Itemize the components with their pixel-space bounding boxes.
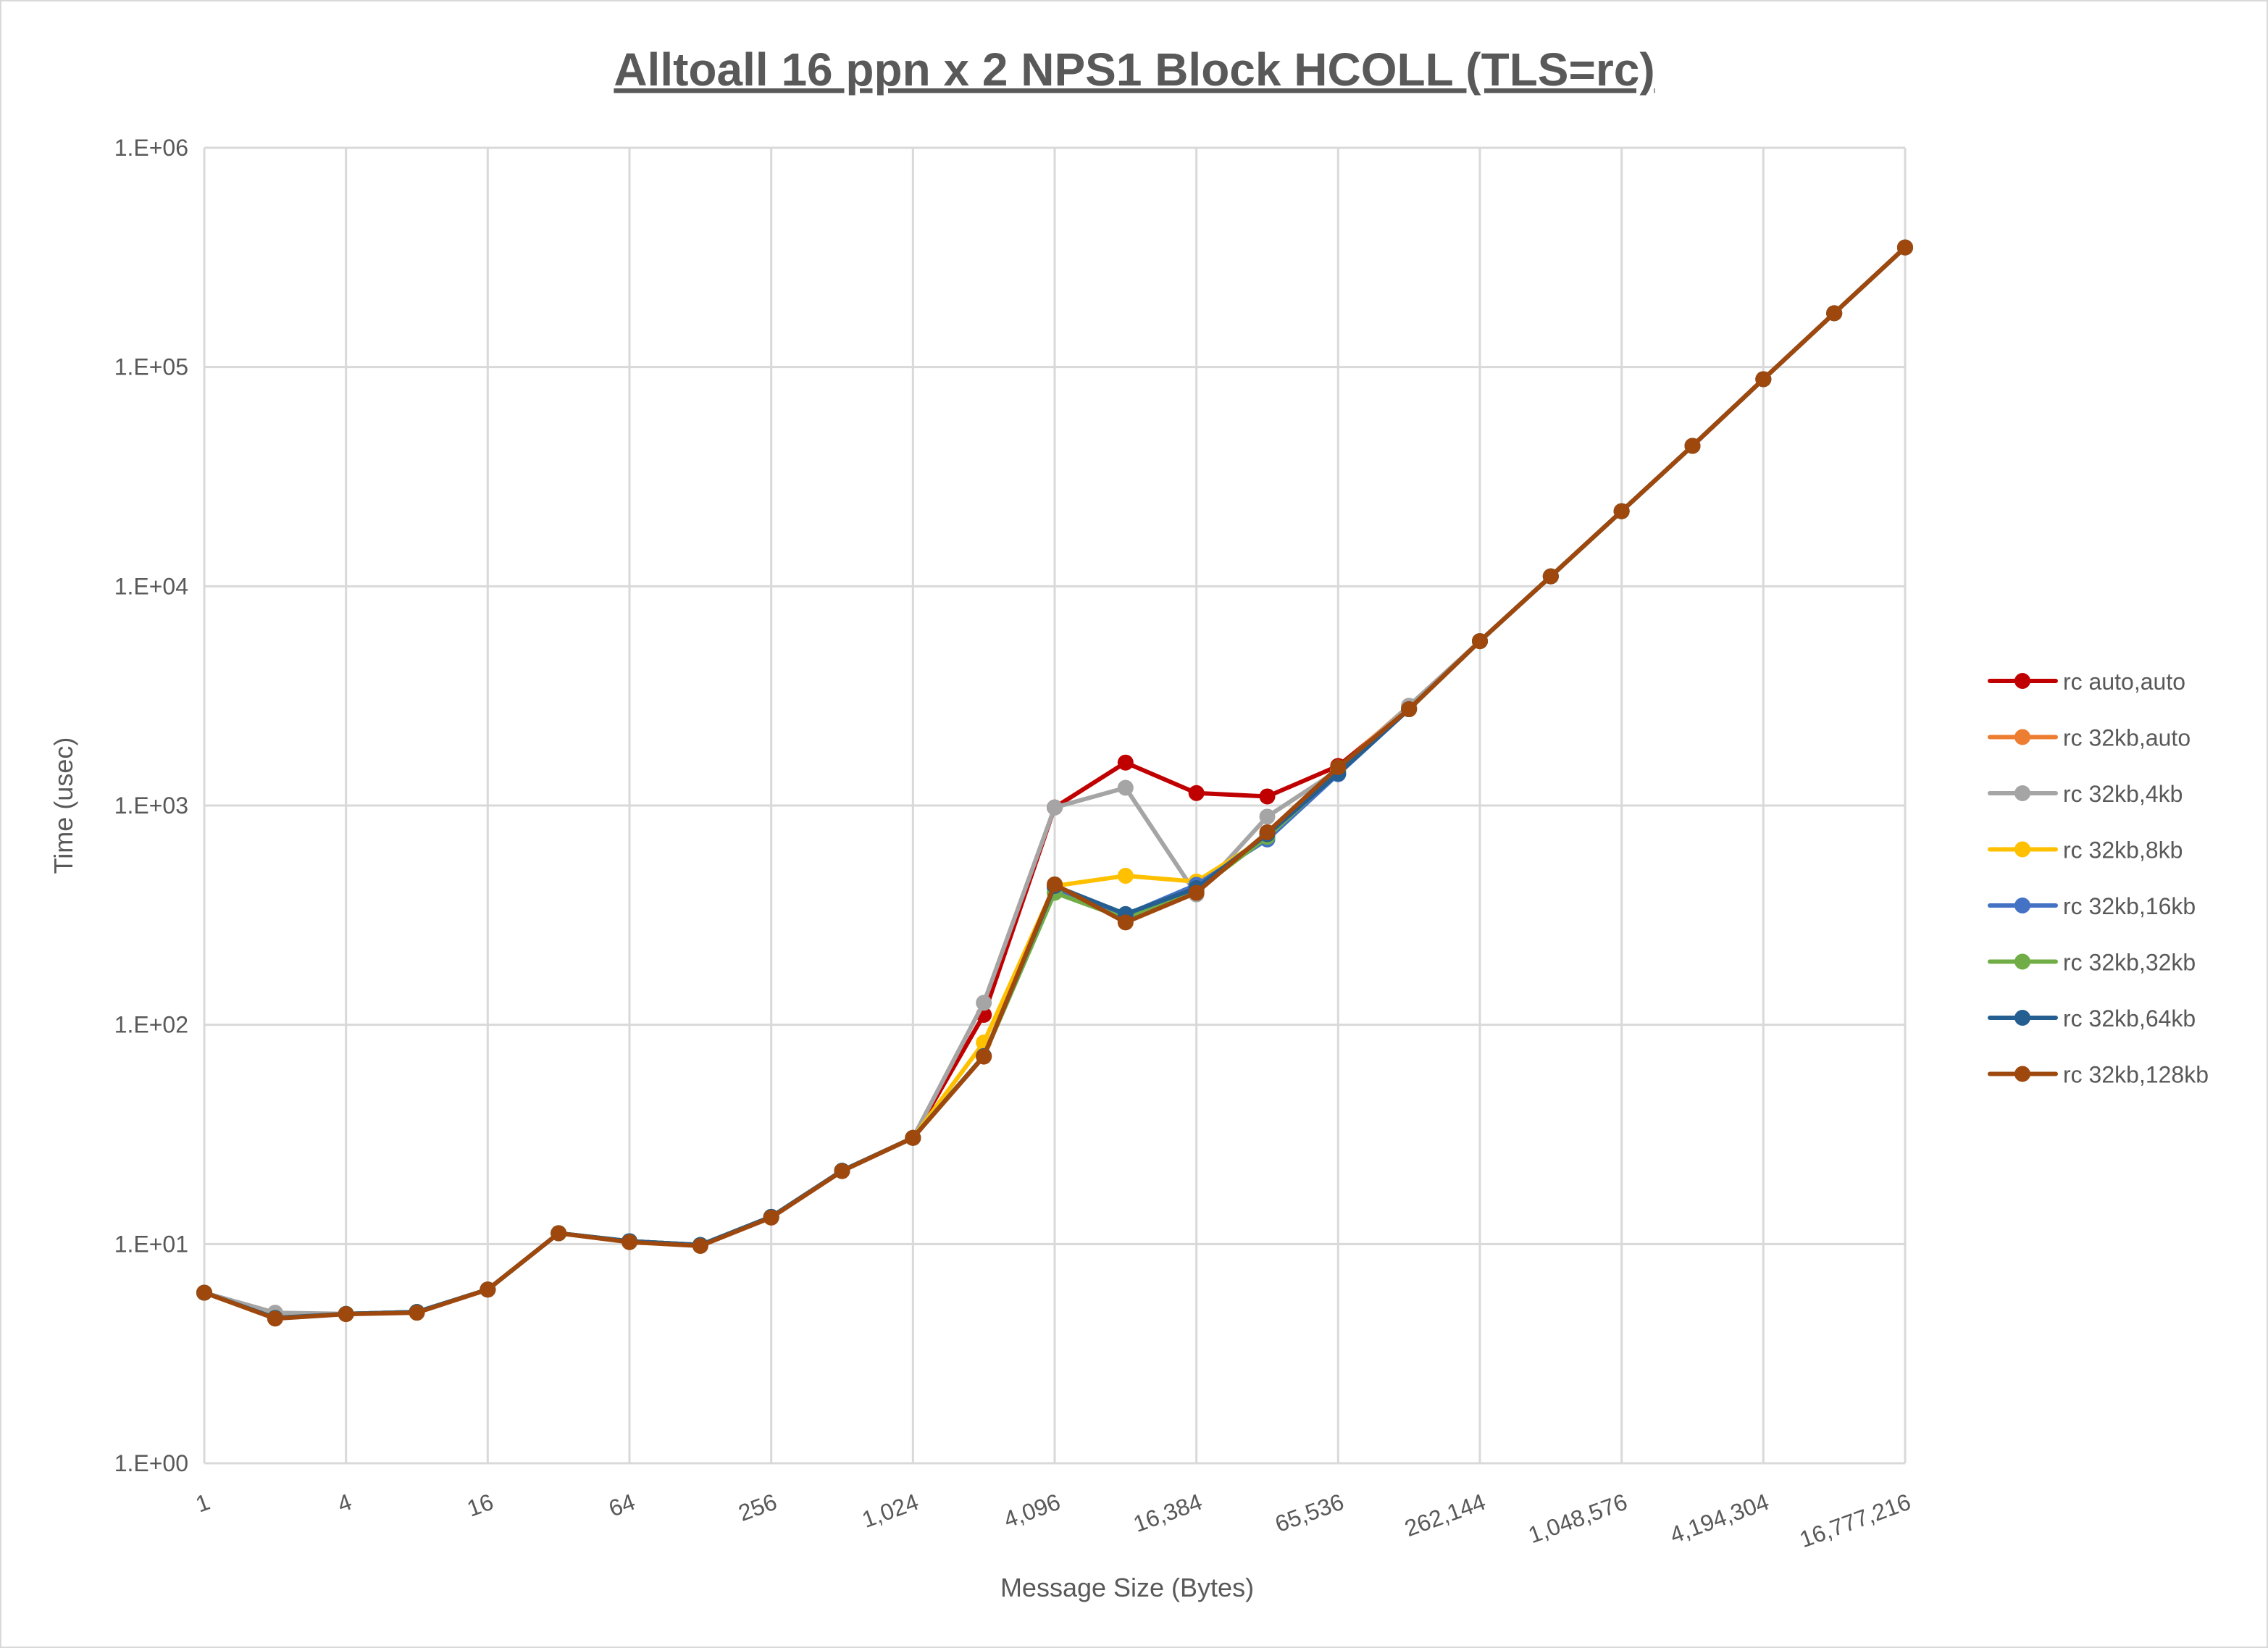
legend-marker-icon: [2014, 953, 2030, 970]
data-point: [1401, 701, 1418, 718]
legend-item: rc 32kb,64kb: [1988, 1005, 2196, 1032]
y-tick-label: 1.E+00: [114, 1450, 188, 1476]
y-tick-label: 1.E+01: [114, 1231, 188, 1257]
data-point: [1259, 788, 1276, 805]
series-group: [196, 239, 1913, 1327]
data-point: [1684, 438, 1701, 454]
y-tick-label: 1.E+02: [114, 1012, 188, 1038]
data-point: [1613, 503, 1630, 519]
data-point: [1472, 633, 1488, 650]
legend-item: rc 32kb,4kb: [1988, 781, 2183, 807]
x-tick-label: 256: [735, 1489, 780, 1526]
legend-item: rc 32kb,auto: [1988, 725, 2190, 751]
legend-marker-icon: [2014, 841, 2030, 858]
data-point: [1259, 824, 1276, 840]
data-point: [196, 1284, 212, 1301]
x-tick-label: 4,194,304: [1667, 1489, 1773, 1549]
x-tick-label: 16: [464, 1489, 497, 1522]
data-point: [480, 1281, 496, 1298]
legend-label: rc 32kb,64kb: [2063, 1005, 2196, 1032]
data-point: [976, 995, 992, 1011]
x-tick-label: 262,144: [1401, 1489, 1489, 1542]
data-point: [1188, 884, 1205, 901]
legend-marker-icon: [2014, 898, 2030, 913]
x-tick-label: 16,777,216: [1796, 1489, 1915, 1553]
data-point: [1117, 868, 1134, 884]
legend-label: rc 32kb,128kb: [2063, 1062, 2209, 1088]
data-point: [622, 1234, 637, 1250]
x-tick-label: 1: [192, 1489, 213, 1518]
grid: [203, 146, 1907, 1465]
legend-label: rc 32kb,4kb: [2063, 781, 2183, 807]
data-point: [1047, 799, 1063, 816]
x-tick-label: 1,024: [858, 1489, 922, 1533]
legend-item: rc auto,auto: [1988, 669, 2185, 695]
data-point: [1330, 759, 1347, 776]
y-axis-label: Time (usec): [49, 737, 78, 874]
legend-item: rc 32kb,16kb: [1988, 893, 2196, 919]
legend-marker-icon: [2014, 785, 2030, 801]
x-axis-ticks: 1 4 16 64 256 1,024 4,096 16,384 65,536 262,144 1,…: [192, 1489, 1914, 1553]
legend-label: rc 32kb,16kb: [2063, 893, 2196, 919]
data-point: [338, 1306, 354, 1323]
data-point: [1117, 754, 1134, 771]
data-point: [1117, 779, 1134, 796]
chart-title: Alltoall 16 ppn x 2 NPS1 Block HCOLL (TL…: [614, 43, 1654, 96]
data-point: [409, 1305, 425, 1321]
y-tick-label: 1.E+05: [114, 354, 188, 380]
x-tick-label: 4: [334, 1489, 355, 1518]
x-tick-label: 4,096: [1000, 1489, 1064, 1533]
y-axis-ticks: 1.E+00 1.E+01 1.E+02 1.E+03 1.E+04 1.E+05 1.E+…: [114, 135, 188, 1476]
data-point: [976, 1048, 992, 1065]
legend-marker-icon: [2014, 1066, 2030, 1082]
y-tick-label: 1.E+03: [114, 792, 188, 819]
data-point: [551, 1225, 567, 1242]
x-tick-label: 64: [606, 1489, 639, 1522]
data-point: [905, 1129, 921, 1146]
legend-marker-icon: [2014, 673, 2030, 689]
legend-label: rc auto,auto: [2063, 669, 2185, 695]
legend-item: rc 32kb,8kb: [1988, 837, 2183, 863]
x-tick-label: 16,384: [1130, 1489, 1205, 1537]
legend-marker-icon: [2014, 1010, 2030, 1026]
data-point: [834, 1163, 850, 1179]
legend-label: rc 32kb,8kb: [2063, 837, 2183, 863]
legend-label: rc 32kb,auto: [2063, 725, 2190, 751]
data-point: [1188, 785, 1205, 801]
x-axis-label: Message Size (Bytes): [1000, 1573, 1254, 1602]
data-point: [1755, 371, 1772, 388]
x-tick-label: 65,536: [1271, 1489, 1347, 1537]
x-tick-label: 1,048,576: [1525, 1489, 1631, 1549]
y-tick-label: 1.E+04: [114, 573, 188, 599]
series-rc-32kb-128kb: [196, 239, 1913, 1327]
data-point: [763, 1209, 779, 1226]
legend-label: rc 32kb,32kb: [2063, 950, 2196, 976]
data-point: [1826, 305, 1843, 322]
data-point: [267, 1310, 283, 1327]
legend: rc auto,auto rc 32kb,auto rc 32kb,4kb rc 32…: [1988, 669, 2209, 1088]
data-point: [1542, 568, 1559, 585]
data-point: [1259, 808, 1276, 825]
legend-item: rc 32kb,128kb: [1988, 1062, 2209, 1088]
data-point: [1047, 876, 1063, 892]
data-point: [692, 1237, 708, 1254]
data-point: [1897, 239, 1913, 256]
legend-item: rc 32kb,32kb: [1988, 950, 2196, 976]
legend-marker-icon: [2014, 729, 2030, 745]
data-point: [1117, 914, 1134, 931]
y-tick-label: 1.E+06: [114, 135, 188, 161]
